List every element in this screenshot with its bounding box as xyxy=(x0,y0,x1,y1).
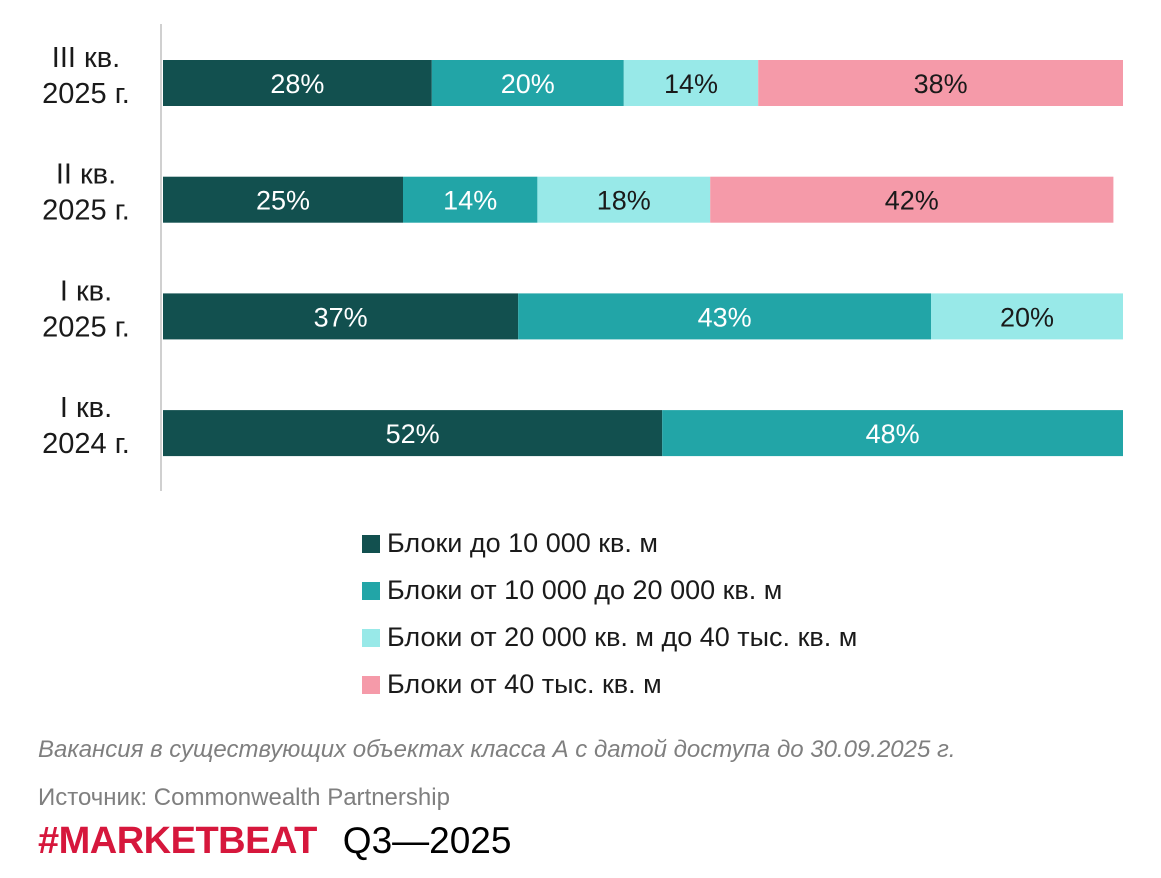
footer: #MARKETBEAT Q3—2025 xyxy=(38,820,511,863)
legend: Блоки до 10 000 кв. м Блоки от 10 000 до… xyxy=(362,520,857,708)
bar-segment xyxy=(537,176,711,223)
bar-segment xyxy=(710,176,1114,223)
bar-segment xyxy=(518,293,931,340)
legend-item: Блоки от 20 000 кв. м до 40 тыс. кв. м xyxy=(362,614,857,661)
legend-label: Блоки от 10 000 до 20 000 кв. м xyxy=(387,575,783,605)
data-label: 14% xyxy=(664,69,718,99)
chart-note: Вакансия в существующих объектах класса … xyxy=(38,736,956,763)
bar-segment xyxy=(431,60,624,106)
data-label: 18% xyxy=(597,186,651,216)
category-label: I кв. 2024 г. xyxy=(42,392,130,460)
data-label: 20% xyxy=(501,69,555,99)
category-label-line: 2025 г. xyxy=(42,311,130,343)
bar-segment xyxy=(623,60,759,106)
period-label: Q3—2025 xyxy=(342,820,512,861)
category-label: I кв. 2025 г. xyxy=(42,275,130,343)
data-label: 43% xyxy=(698,302,752,332)
category-label-line: 2024 г. xyxy=(42,428,130,460)
data-label: 48% xyxy=(866,419,920,449)
bar-segment xyxy=(931,293,1123,340)
data-label: 38% xyxy=(914,69,968,99)
category-label: III кв. 2025 г. xyxy=(42,42,130,110)
bar-segment xyxy=(403,176,538,223)
data-label: 28% xyxy=(270,69,324,99)
data-label: 25% xyxy=(256,186,310,216)
source-text: Источник: Commonwealth Partnership xyxy=(38,784,450,811)
data-label: 42% xyxy=(885,186,939,216)
legend-swatch xyxy=(362,534,380,553)
stacked-bar-chart: III кв. 2025 г. 28% 20% 14% 38% II кв. 2025 г. 2… xyxy=(42,24,1123,491)
data-label: 14% xyxy=(443,186,497,216)
data-label: 52% xyxy=(386,419,440,449)
bar-segment xyxy=(163,176,403,223)
legend-label: Блоки до 10 000 кв. м xyxy=(387,528,658,558)
category-label-line: III кв. xyxy=(52,42,120,74)
legend-swatch xyxy=(362,675,380,694)
category-label-line: I кв. xyxy=(60,392,112,424)
data-label: 20% xyxy=(1000,302,1054,332)
category-label-line: 2025 г. xyxy=(42,195,130,227)
legend-item: Блоки от 40 тыс. кв. м xyxy=(362,661,857,708)
category-label-line: 2025 г. xyxy=(42,78,130,110)
category-label-line: II кв. xyxy=(56,159,116,191)
legend-swatch xyxy=(362,628,380,647)
bar-segment xyxy=(163,60,432,106)
category-label-line: I кв. xyxy=(60,275,112,307)
legend-label: Блоки от 20 000 кв. м до 40 тыс. кв. м xyxy=(387,622,858,652)
legend-label: Блоки от 40 тыс. кв. м xyxy=(387,669,662,699)
data-label: 37% xyxy=(314,302,368,332)
bar-segment xyxy=(163,293,519,340)
legend-swatch xyxy=(362,581,380,600)
legend-item: Блоки до 10 000 кв. м xyxy=(362,520,857,567)
legend-item: Блоки от 10 000 до 20 000 кв. м xyxy=(362,567,857,614)
brand-logo-text: #MARKETBEAT xyxy=(38,820,317,862)
category-label: II кв. 2025 г. xyxy=(42,159,130,227)
bar-segment xyxy=(758,60,1123,106)
bar-segment xyxy=(163,410,663,457)
bar-segment xyxy=(662,410,1123,457)
